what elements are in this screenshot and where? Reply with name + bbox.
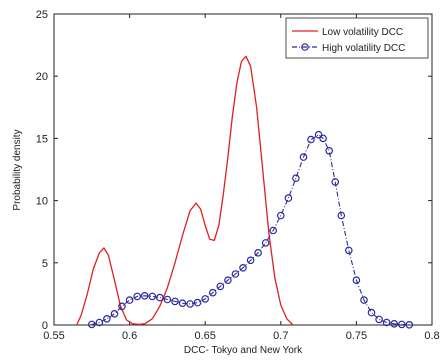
- series-point-high: [261, 239, 270, 247]
- series-line-low: [76, 55, 294, 326]
- x-tick-label: 0.6: [122, 330, 137, 342]
- series-point-high: [224, 276, 232, 285]
- series-point-high: [314, 130, 323, 139]
- y-tick-label: 15: [36, 133, 48, 145]
- series-point-high: [186, 300, 194, 308]
- series-point-high: [125, 296, 134, 304]
- legend-label-high: High volatility DCC: [322, 43, 405, 54]
- y-tick-label: 5: [42, 258, 48, 270]
- y-tick-label: 20: [36, 71, 48, 83]
- series-point-high: [344, 246, 353, 255]
- series-point-high: [352, 276, 361, 285]
- series-point-high: [397, 320, 406, 329]
- series-point-high: [216, 282, 225, 291]
- series-point-high: [375, 315, 383, 324]
- series-point-high: [88, 320, 96, 329]
- axes-frame: [53, 13, 433, 326]
- series-point-high: [337, 211, 346, 220]
- legend-marker-high: [301, 43, 309, 51]
- x-tick-label: 0.75: [346, 330, 367, 342]
- series-point-high: [269, 226, 278, 235]
- legend: Low volatility DCC High volatility DCC: [285, 17, 429, 59]
- series-point-high: [133, 292, 142, 301]
- series-point-high: [193, 298, 202, 307]
- series-point-high: [163, 295, 172, 304]
- series-point-high: [331, 178, 340, 186]
- series-point-high: [325, 147, 334, 155]
- series-point-high: [405, 320, 414, 329]
- series-point-high: [239, 263, 247, 272]
- series-point-high: [140, 291, 149, 300]
- series-point-high: [103, 314, 111, 323]
- series-point-high: [284, 194, 293, 202]
- x-tick-label: 0.7: [273, 330, 288, 342]
- series-point-high: [382, 318, 391, 327]
- series-point-high: [390, 319, 399, 328]
- series-point-high: [95, 318, 104, 327]
- series-point-high: [307, 135, 315, 144]
- series-point-high: [367, 308, 376, 317]
- axis-ticks: 0.55 0.6 0.65 0.7 0.75 0.8 0 5 10 15 20 25: [36, 9, 440, 342]
- series-point-high: [276, 211, 285, 220]
- series-point-high: [299, 153, 308, 161]
- series-point-high: [360, 296, 368, 304]
- series-point-high: [110, 309, 119, 318]
- series-point-high: [171, 297, 179, 306]
- x-axis-label: DCC- Tokyo and New York: [184, 345, 303, 356]
- series-point-high: [254, 249, 262, 257]
- y-axis-label: Probability density: [12, 129, 23, 210]
- series-point-high: [231, 270, 240, 278]
- series-point-high: [118, 302, 126, 311]
- series-point-high: [292, 174, 300, 183]
- x-tick-label: 0.55: [43, 330, 64, 342]
- series-point-high: [178, 299, 187, 308]
- legend-label-low: Low volatility DCC: [322, 27, 403, 38]
- legend-box: [285, 17, 429, 59]
- series-point-high: [201, 295, 210, 303]
- x-tick-label: 0.8: [424, 330, 439, 342]
- series-point-high: [156, 293, 164, 302]
- series-point-high: [209, 288, 217, 297]
- series-point-high: [319, 134, 327, 143]
- series-layer: [76, 55, 414, 329]
- y-tick-label: 25: [36, 9, 48, 21]
- series-line-high: [91, 134, 410, 326]
- series-point-high: [148, 292, 157, 301]
- x-tick-label: 0.65: [194, 330, 215, 342]
- y-tick-label: 0: [42, 320, 48, 332]
- y-tick-label: 10: [36, 196, 48, 208]
- series-point-high: [246, 256, 255, 265]
